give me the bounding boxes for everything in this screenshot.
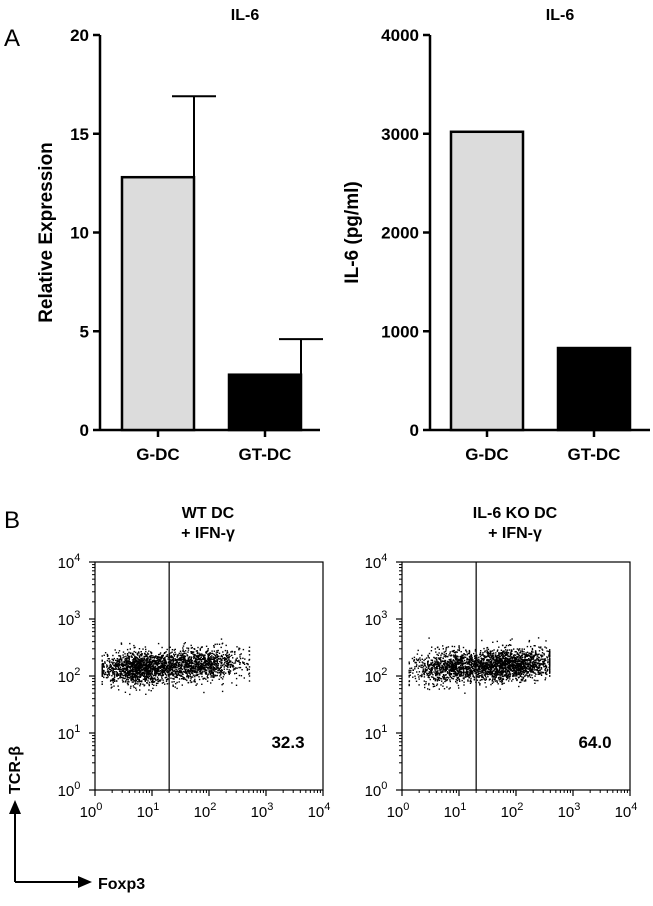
y-tick-label: 4000 [381, 26, 419, 45]
flow-title-line: + IFN-γ [181, 525, 235, 542]
dot-cloud [102, 638, 251, 695]
y-tick-label: 103 [58, 609, 81, 629]
x-tick-label: 103 [251, 801, 274, 821]
y-tick-label: 10 [70, 224, 89, 243]
y-tick-label: 101 [58, 723, 81, 743]
x-tick-label: 102 [194, 801, 217, 821]
x-tick-label: 102 [501, 801, 524, 821]
dot-cloud [409, 637, 551, 694]
y-arrow-label: TCR-β [7, 746, 24, 794]
x-tick-label: 104 [615, 801, 638, 821]
y-tick-label: 3000 [381, 125, 419, 144]
flow-title-line: IL-6 KO DC [473, 505, 558, 522]
y-tick-label: 103 [365, 609, 388, 629]
bar-chart-il6-concentration: IL-6 IL-6 (pg/ml) 0 1000 2000 3000 4000 G-DC GT-… [342, 7, 650, 464]
bar-g-dc [451, 132, 523, 430]
y-tick-label: 100 [365, 780, 388, 800]
bar-gt-dc [558, 348, 630, 430]
y-tick-label: 102 [365, 666, 388, 686]
x-tick-label: 103 [558, 801, 581, 821]
y-tick-label: 0 [410, 421, 419, 440]
category-label: G-DC [465, 445, 508, 464]
x-tick-label: 101 [444, 801, 467, 821]
category-label: GT-DC [239, 445, 292, 464]
y-tick-label: 20 [70, 26, 89, 45]
category-label: GT-DC [568, 445, 621, 464]
x-tick-label: 100 [80, 801, 103, 821]
y-axis-label: IL-6 (pg/ml) [342, 181, 363, 283]
y-tick-label: 104 [365, 552, 388, 572]
flow-title-line: + IFN-γ [488, 525, 542, 542]
y-tick-label: 104 [58, 552, 81, 572]
gate-percentage: 64.0 [578, 733, 611, 752]
panel-label-b: B [4, 507, 20, 534]
chart-title: IL-6 [231, 7, 260, 24]
bar-g-dc [122, 177, 194, 430]
y-tick-label: 15 [70, 125, 89, 144]
bar-gt-dc [229, 375, 301, 430]
x-arrow-label: Foxp3 [98, 876, 145, 893]
y-tick-label: 2000 [381, 224, 419, 243]
bar-chart-relative-expression: IL-6 Relative Expression 0 5 10 15 20 G-DC GT-DC [36, 7, 323, 464]
plot-frame [95, 562, 323, 790]
chart-title: IL-6 [546, 7, 575, 24]
y-tick-label: 100 [58, 780, 81, 800]
y-tick-label: 0 [80, 421, 89, 440]
y-tick-label: 5 [80, 322, 89, 341]
axis-arrows: TCR-β Foxp3 [7, 746, 145, 893]
flow-title-line: WT DC [182, 505, 235, 522]
x-tick-label: 101 [137, 801, 160, 821]
y-tick-label: 1000 [381, 322, 419, 341]
x-tick-label: 100 [387, 801, 410, 821]
y-tick-label: 101 [365, 723, 388, 743]
gate-percentage: 32.3 [271, 733, 304, 752]
panel-label-a: A [4, 25, 20, 52]
x-tick-label: 104 [308, 801, 331, 821]
y-axis-label: Relative Expression [36, 142, 57, 323]
y-tick-label: 102 [58, 666, 81, 686]
category-label: G-DC [136, 445, 179, 464]
